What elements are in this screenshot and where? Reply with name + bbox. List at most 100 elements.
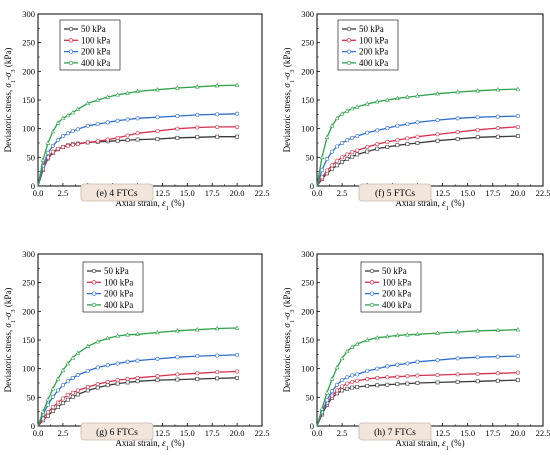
- data-point: [375, 366, 380, 371]
- data-point: [385, 139, 390, 144]
- data-point: [324, 390, 330, 395]
- data-point: [435, 91, 440, 96]
- data-point: [435, 330, 440, 335]
- data-point: [335, 382, 340, 387]
- legend-label: 200 kPa: [359, 47, 388, 57]
- data-point: [475, 328, 481, 333]
- data-point: [405, 374, 410, 379]
- data-point: [395, 332, 400, 338]
- data-point: [95, 122, 100, 127]
- caption-box: [80, 183, 154, 202]
- series-line-400-kPa: [316, 88, 518, 187]
- data-point: [194, 327, 200, 332]
- data-point: [50, 149, 55, 154]
- data-point: [375, 146, 380, 151]
- panel-caption: (f) 5 FTCs: [358, 183, 432, 202]
- data-point: [355, 134, 360, 139]
- y-tick-label: 250: [22, 38, 35, 48]
- data-point: [175, 377, 180, 382]
- data-point: [515, 86, 521, 91]
- panel-caption: (e) 4 FTCs: [80, 183, 154, 202]
- data-point: [115, 361, 120, 366]
- data-point: [365, 130, 370, 135]
- data-point: [175, 135, 180, 140]
- x-tick-label: 2.5: [337, 188, 348, 198]
- data-point: [95, 365, 100, 370]
- data-point: [45, 410, 50, 415]
- data-point: [50, 143, 55, 148]
- data-point: [55, 138, 60, 143]
- data-point: [405, 94, 410, 99]
- y-tick-label: 50: [27, 152, 36, 162]
- data-point: [70, 394, 75, 399]
- data-point: [85, 140, 90, 145]
- y-tick-label: 200: [22, 306, 35, 316]
- data-point: [415, 134, 420, 139]
- data-point: [515, 327, 521, 332]
- y-axis-title: Deviatoric stress, σ1-σ3 (kPa): [3, 288, 17, 393]
- data-point: [515, 370, 520, 375]
- data-point: [330, 149, 335, 154]
- data-point: [75, 372, 80, 377]
- data-point: [65, 360, 71, 366]
- y-tick-label: 150: [301, 335, 314, 345]
- legend-marker: [369, 291, 375, 296]
- x-tick-label: 17.5: [485, 188, 500, 198]
- data-point: [115, 135, 120, 140]
- data-point: [195, 135, 200, 140]
- data-point: [475, 371, 480, 376]
- data-point: [55, 388, 60, 393]
- data-point: [215, 134, 220, 139]
- data-point: [475, 379, 480, 384]
- data-point: [125, 359, 130, 364]
- data-point: [115, 118, 120, 123]
- y-tick-label: 50: [27, 392, 36, 402]
- data-point: [395, 382, 400, 387]
- data-point: [435, 132, 440, 137]
- legend-marker: [91, 268, 97, 274]
- x-tick-label: 0.0: [312, 428, 323, 438]
- x-tick-label: 17.5: [205, 428, 220, 438]
- data-point: [215, 376, 220, 381]
- legend-marker: [68, 26, 74, 32]
- y-tick-label: 100: [22, 124, 35, 134]
- data-point: [155, 115, 160, 120]
- data-point: [65, 397, 70, 402]
- data-point: [319, 154, 325, 160]
- data-point: [155, 87, 160, 92]
- data-point: [329, 376, 335, 381]
- data-point: [455, 372, 460, 377]
- data-point: [365, 368, 370, 373]
- data-point: [375, 375, 380, 380]
- data-point: [350, 135, 355, 140]
- data-point: [455, 116, 460, 121]
- x-tick-label: 20.0: [230, 428, 245, 438]
- data-point: [375, 142, 380, 147]
- data-point: [125, 380, 130, 385]
- data-point: [334, 364, 340, 370]
- data-point: [355, 378, 360, 383]
- x-tick-label: 0.0: [33, 188, 44, 198]
- data-point: [70, 375, 75, 380]
- caption-text: (e) 4 FTCs: [96, 188, 137, 199]
- data-point: [125, 138, 130, 143]
- data-point: [195, 112, 200, 117]
- data-point: [135, 88, 140, 94]
- legend-marker: [346, 38, 352, 43]
- data-point: [415, 331, 420, 336]
- data-point: [344, 348, 350, 354]
- data-point: [415, 381, 420, 385]
- data-point: [355, 372, 360, 377]
- y-tick-label: 100: [301, 364, 314, 374]
- data-point: [75, 106, 81, 111]
- legend-label: 50 kPa: [104, 266, 129, 276]
- legend-marker: [369, 280, 375, 285]
- data-point: [350, 150, 355, 155]
- x-tick-label: 2.5: [58, 428, 69, 438]
- y-axis-title: Deviatoric stress, σ1-σ3 (kPa): [282, 288, 296, 393]
- data-point: [350, 373, 355, 378]
- data-point: [235, 134, 240, 139]
